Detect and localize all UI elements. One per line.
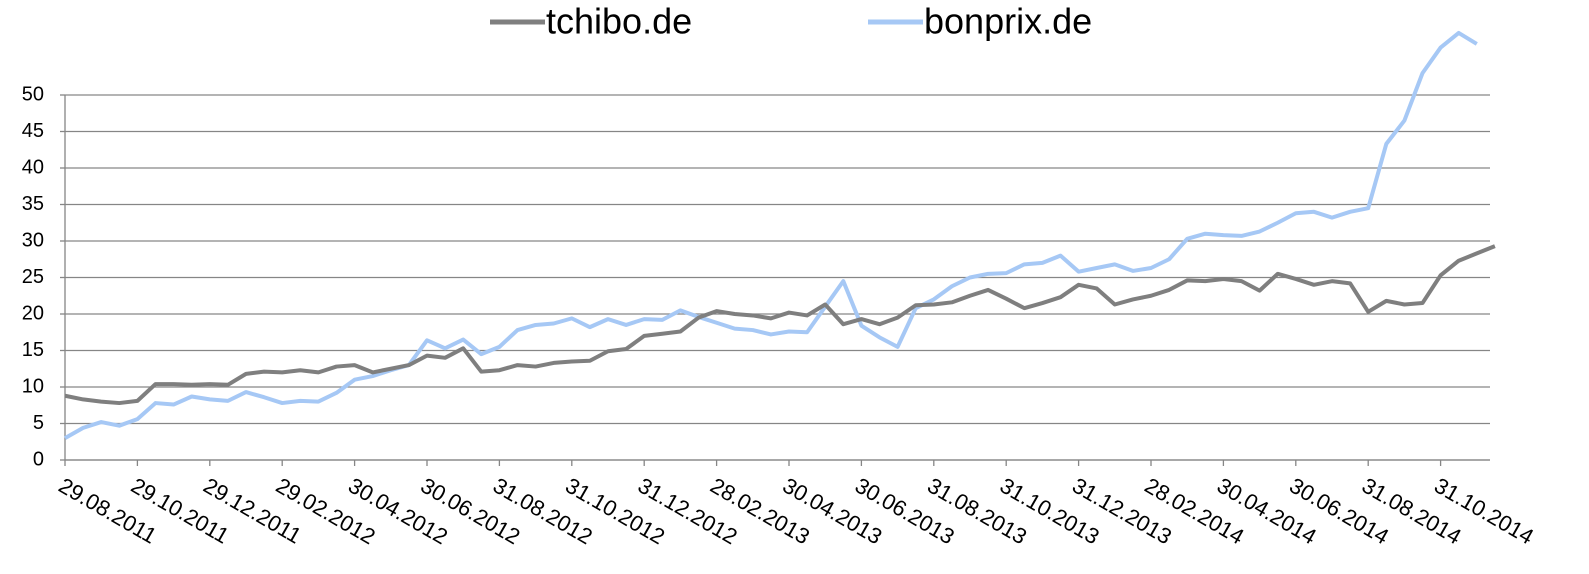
- legend-label: tchibo.de: [546, 1, 692, 42]
- y-tick-label: 5: [33, 412, 44, 434]
- y-tick-label: 35: [22, 193, 44, 215]
- legend-label: bonprix.de: [924, 1, 1092, 42]
- series-line: [64, 244, 1496, 406]
- y-tick-label: 30: [22, 229, 44, 251]
- y-tick-label: 25: [22, 266, 44, 288]
- y-tick-label: 50: [22, 83, 44, 105]
- y-tick-label: 20: [22, 302, 44, 324]
- y-tick-label: 0: [33, 448, 44, 470]
- y-tick-label: 40: [22, 156, 44, 178]
- y-tick-label: 45: [22, 120, 44, 142]
- series-line: [64, 30, 1478, 440]
- y-tick-label: 15: [22, 339, 44, 361]
- y-tick-label: 10: [22, 375, 44, 397]
